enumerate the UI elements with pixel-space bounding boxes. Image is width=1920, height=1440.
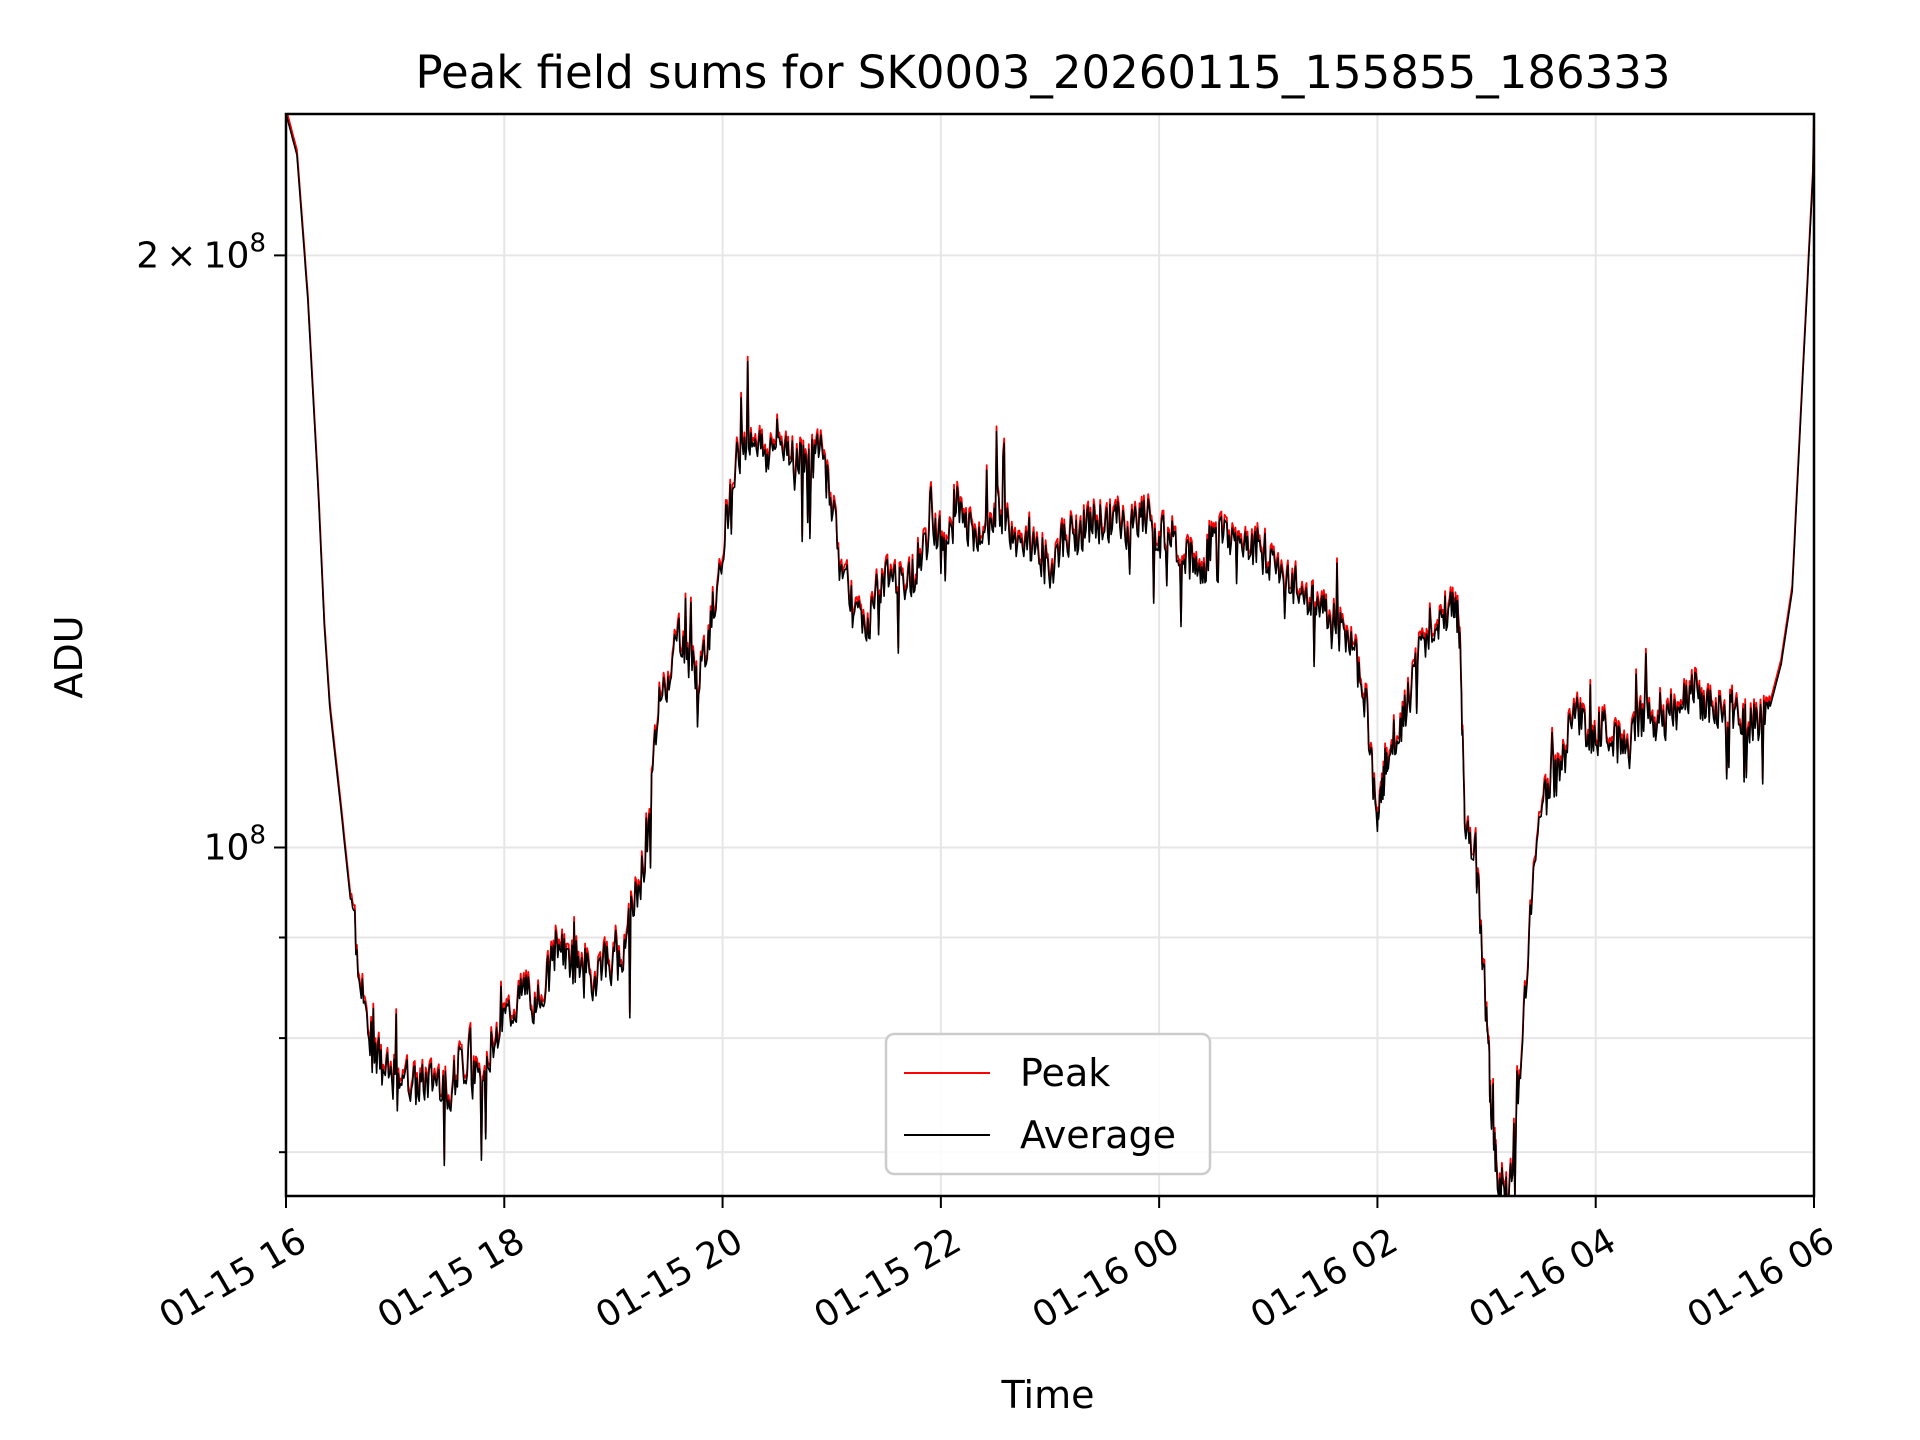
y-tick-label: 2 × 108 (136, 228, 266, 276)
chart-title: Peak field sums for SK0003_20260115_1558… (416, 46, 1671, 99)
y-axis-ticks: 108 2 × 108 (136, 228, 286, 1154)
legend-label-peak: Peak (1020, 1051, 1110, 1095)
legend: Peak Average (884, 1032, 1212, 1176)
x-axis-label: Time (1001, 1373, 1095, 1417)
y-tick-label: 108 (204, 820, 266, 868)
series-line-average (286, 114, 1814, 1196)
y-axis-label: ADU (47, 615, 91, 698)
legend-label-average: Average (1020, 1113, 1176, 1157)
legend-box (884, 1032, 1212, 1176)
plot-frame (284, 112, 1816, 1198)
series-layer (286, 114, 1814, 1196)
